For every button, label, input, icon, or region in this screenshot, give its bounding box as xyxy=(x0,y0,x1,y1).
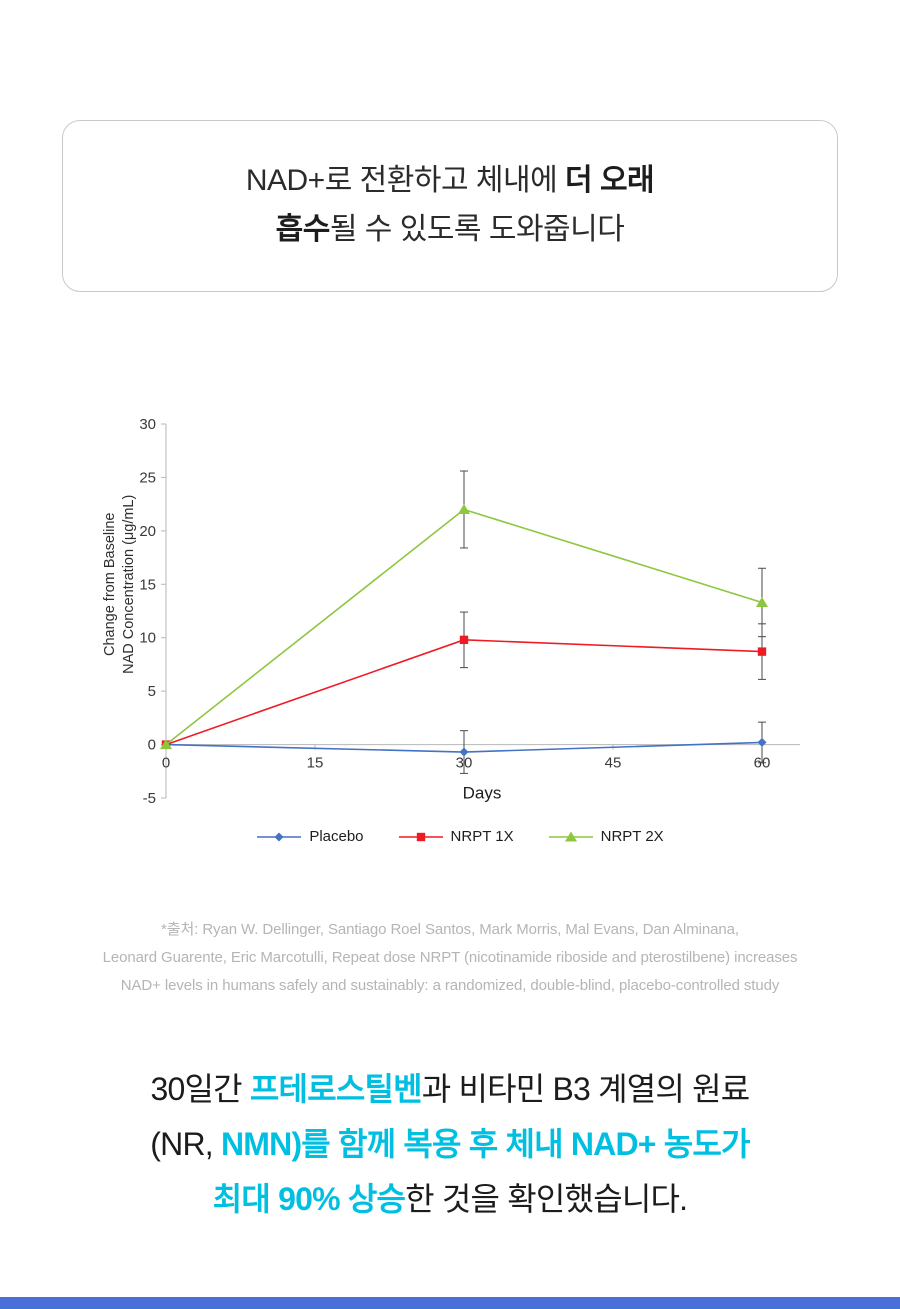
data-point-marker-diamond xyxy=(757,737,767,747)
footer-line-1: 30일간 프테로스틸벤과 비타민 B3 계열의 원료 xyxy=(0,1062,900,1117)
data-point-marker-square xyxy=(416,832,425,841)
data-point-marker-square xyxy=(757,647,767,656)
y-tick-label: 30 xyxy=(139,416,156,433)
footer-line-2: (NR, NMN)를 함께 복용 후 체내 NAD+ 농도가 xyxy=(0,1117,900,1172)
y-tick-label: 0 xyxy=(148,737,156,754)
data-point-marker-square xyxy=(459,635,469,645)
y-axis-label: Change from Baseline NAD Concentration (μ… xyxy=(102,495,137,674)
y-tick-label: 5 xyxy=(148,683,156,700)
chart-legend: Placebo NRPT 1X NRPT 2X xyxy=(100,828,820,845)
footer-l3-plain: 한 것을 확인했습니다. xyxy=(405,1181,688,1218)
series-nrpt-1x xyxy=(161,611,767,749)
footer-line-3: 최대 90% 상승한 것을 확인했습니다. xyxy=(0,1172,900,1227)
data-point-marker-triangle xyxy=(564,831,577,841)
footer-l2-accent: NMN)를 함께 복용 후 체내 NAD+ 농도가 xyxy=(220,1126,751,1163)
legend-item-placebo: Placebo xyxy=(256,828,364,845)
citation-text: *출처: Ryan W. Dellinger, Santiago Roel Sa… xyxy=(0,916,900,999)
footer-l1-plain: 30일간 xyxy=(150,1071,250,1107)
y-tick-label: -5 xyxy=(143,790,156,807)
svg-text:Change from Baseline: Change from Baseline xyxy=(102,513,118,656)
data-point-marker-triangle xyxy=(458,503,470,514)
footer-l3-accent: 최대 90% 상승 xyxy=(212,1181,406,1218)
header-seg-bold-2: 흡수 xyxy=(275,213,331,246)
bottom-section-edge xyxy=(0,1297,900,1309)
legend-item-nrpt-2x: NRPT 2X xyxy=(548,828,664,845)
legend-square-icon xyxy=(398,832,443,841)
citation-line-2: Leonard Guarente, Eric Marcotulli, Repea… xyxy=(102,948,798,966)
legend-diamond-icon xyxy=(257,832,302,841)
y-axis: 30 25 20 15 10 5 0 -5 xyxy=(139,416,167,807)
data-point-marker-diamond xyxy=(459,747,469,757)
x-tick-label: 45 xyxy=(605,755,622,772)
citation-line-3: NAD+ levels in humans safely and sustain… xyxy=(120,976,780,994)
footer-l1-plain2: 과 비타민 B3 계열의 원료 xyxy=(421,1071,750,1107)
y-tick-label: 25 xyxy=(139,469,156,486)
legend-label: Placebo xyxy=(309,828,364,845)
header-seg-1: NAD+로 전환하고 체내에 xyxy=(245,164,566,198)
y-tick-label: 15 xyxy=(139,576,156,593)
x-axis-label: Days xyxy=(463,784,502,803)
x-tick-label: 0 xyxy=(162,755,170,772)
footer-l1-accent: 프테로스틸벤 xyxy=(249,1071,423,1107)
legend-item-nrpt-1x: NRPT 1X xyxy=(398,828,514,845)
citation-line-1: *출처: Ryan W. Dellinger, Santiago Roel Sa… xyxy=(161,921,739,938)
x-axis: 015304560Days xyxy=(162,744,800,803)
legend-triangle-icon xyxy=(548,831,593,841)
legend-label: NRPT 2X xyxy=(600,828,664,845)
y-tick-label: 20 xyxy=(139,523,156,540)
footer-claim-text: 30일간 프테로스틸벤과 비타민 B3 계열의 원료 (NR, NMN)를 함께… xyxy=(0,1062,900,1227)
footer-l2-plain: (NR, xyxy=(150,1126,221,1163)
series-placebo xyxy=(161,721,767,774)
data-point-marker-diamond xyxy=(274,832,284,841)
y-tick-label: 10 xyxy=(139,630,156,647)
x-tick-label: 15 xyxy=(307,755,324,772)
header-seg-2: 될 수 있도록 도와줍니다 xyxy=(329,213,625,246)
header-seg-bold-1: 더 오래 xyxy=(565,164,655,198)
series-nrpt-2x xyxy=(160,470,768,750)
svg-text:NAD Concentration (μg/mL): NAD Concentration (μg/mL) xyxy=(121,495,137,674)
data-point-marker-triangle xyxy=(160,739,172,750)
legend-label: NRPT 1X xyxy=(450,828,514,845)
data-point-marker-triangle xyxy=(756,596,768,607)
